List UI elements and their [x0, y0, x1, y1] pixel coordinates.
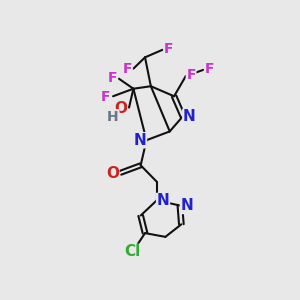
Text: N: N	[134, 133, 146, 148]
Text: F: F	[205, 61, 214, 76]
Text: N: N	[183, 109, 196, 124]
Text: F: F	[164, 42, 173, 56]
Text: F: F	[108, 71, 117, 85]
Text: F: F	[122, 62, 132, 76]
Text: Cl: Cl	[124, 244, 140, 260]
Text: N: N	[181, 199, 193, 214]
Text: O: O	[114, 101, 127, 116]
Text: F: F	[101, 90, 111, 104]
Text: N: N	[157, 194, 169, 208]
Text: F: F	[186, 68, 196, 82]
Text: H: H	[107, 110, 119, 124]
Text: O: O	[106, 166, 119, 181]
